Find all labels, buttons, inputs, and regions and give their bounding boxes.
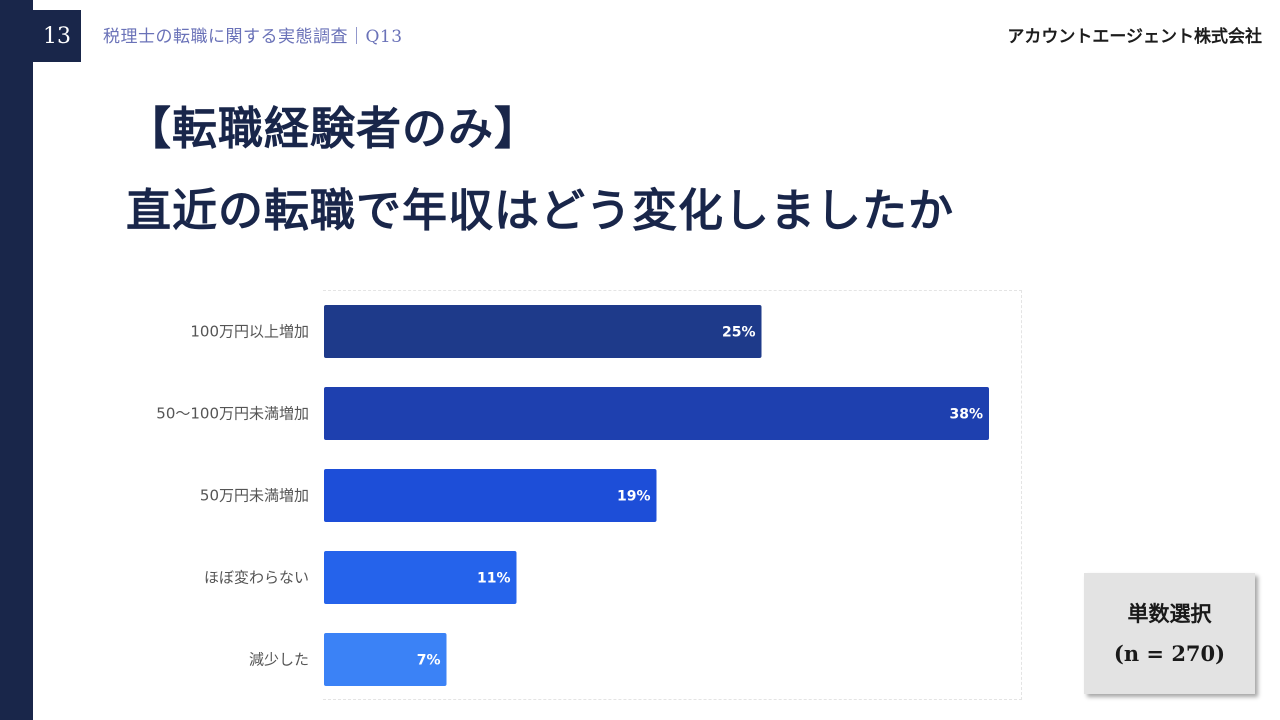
category-label-1: 100万円以上増加	[190, 323, 309, 341]
value-label-2: 38%	[949, 407, 983, 423]
selection-note: 単数選択 (n = 270)	[1084, 573, 1255, 694]
bar-5	[324, 633, 447, 686]
note-sample-size: (n = 270)	[1113, 640, 1226, 666]
category-label-2: 50〜100万円未満増加	[156, 405, 309, 423]
category-label-3: 50万円未満増加	[200, 487, 309, 505]
chart-frame	[323, 290, 1022, 700]
page-title: 【転職経験者のみ】 直近の転職で年収はどう変化しましたか	[126, 88, 954, 252]
value-label-4: 11%	[477, 571, 511, 587]
page-number: 13	[33, 10, 81, 62]
note-type: 単数選択	[1127, 600, 1212, 626]
company-name: アカウントエージェント株式会社	[1007, 27, 1262, 47]
value-label-1: 25%	[722, 325, 756, 341]
title-line-2: 直近の転職で年収はどう変化しましたか	[126, 184, 955, 237]
bar-1	[324, 305, 762, 358]
bar-4	[324, 551, 517, 604]
bar-2	[324, 387, 989, 440]
category-label-4: ほぼ変わらない	[204, 569, 309, 587]
sidebar-bar	[0, 0, 33, 720]
bar-3	[324, 469, 657, 522]
category-label-5: 減少した	[249, 651, 309, 669]
header-title: 税理士の転職に関する実態調査｜Q13	[103, 27, 403, 47]
bar-chart: 100万円以上増加 25% 50〜100万円未満増加 38% 50万円未満増加 19% ほぼ…	[156, 305, 989, 686]
value-label-3: 19%	[617, 489, 651, 505]
value-label-5: 7%	[417, 653, 441, 669]
title-line-1: 【転職経験者のみ】	[126, 102, 541, 155]
